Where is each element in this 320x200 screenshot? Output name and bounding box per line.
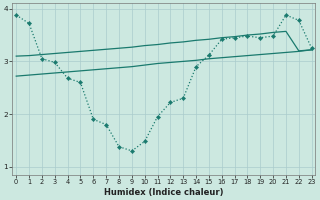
X-axis label: Humidex (Indice chaleur): Humidex (Indice chaleur): [104, 188, 224, 197]
